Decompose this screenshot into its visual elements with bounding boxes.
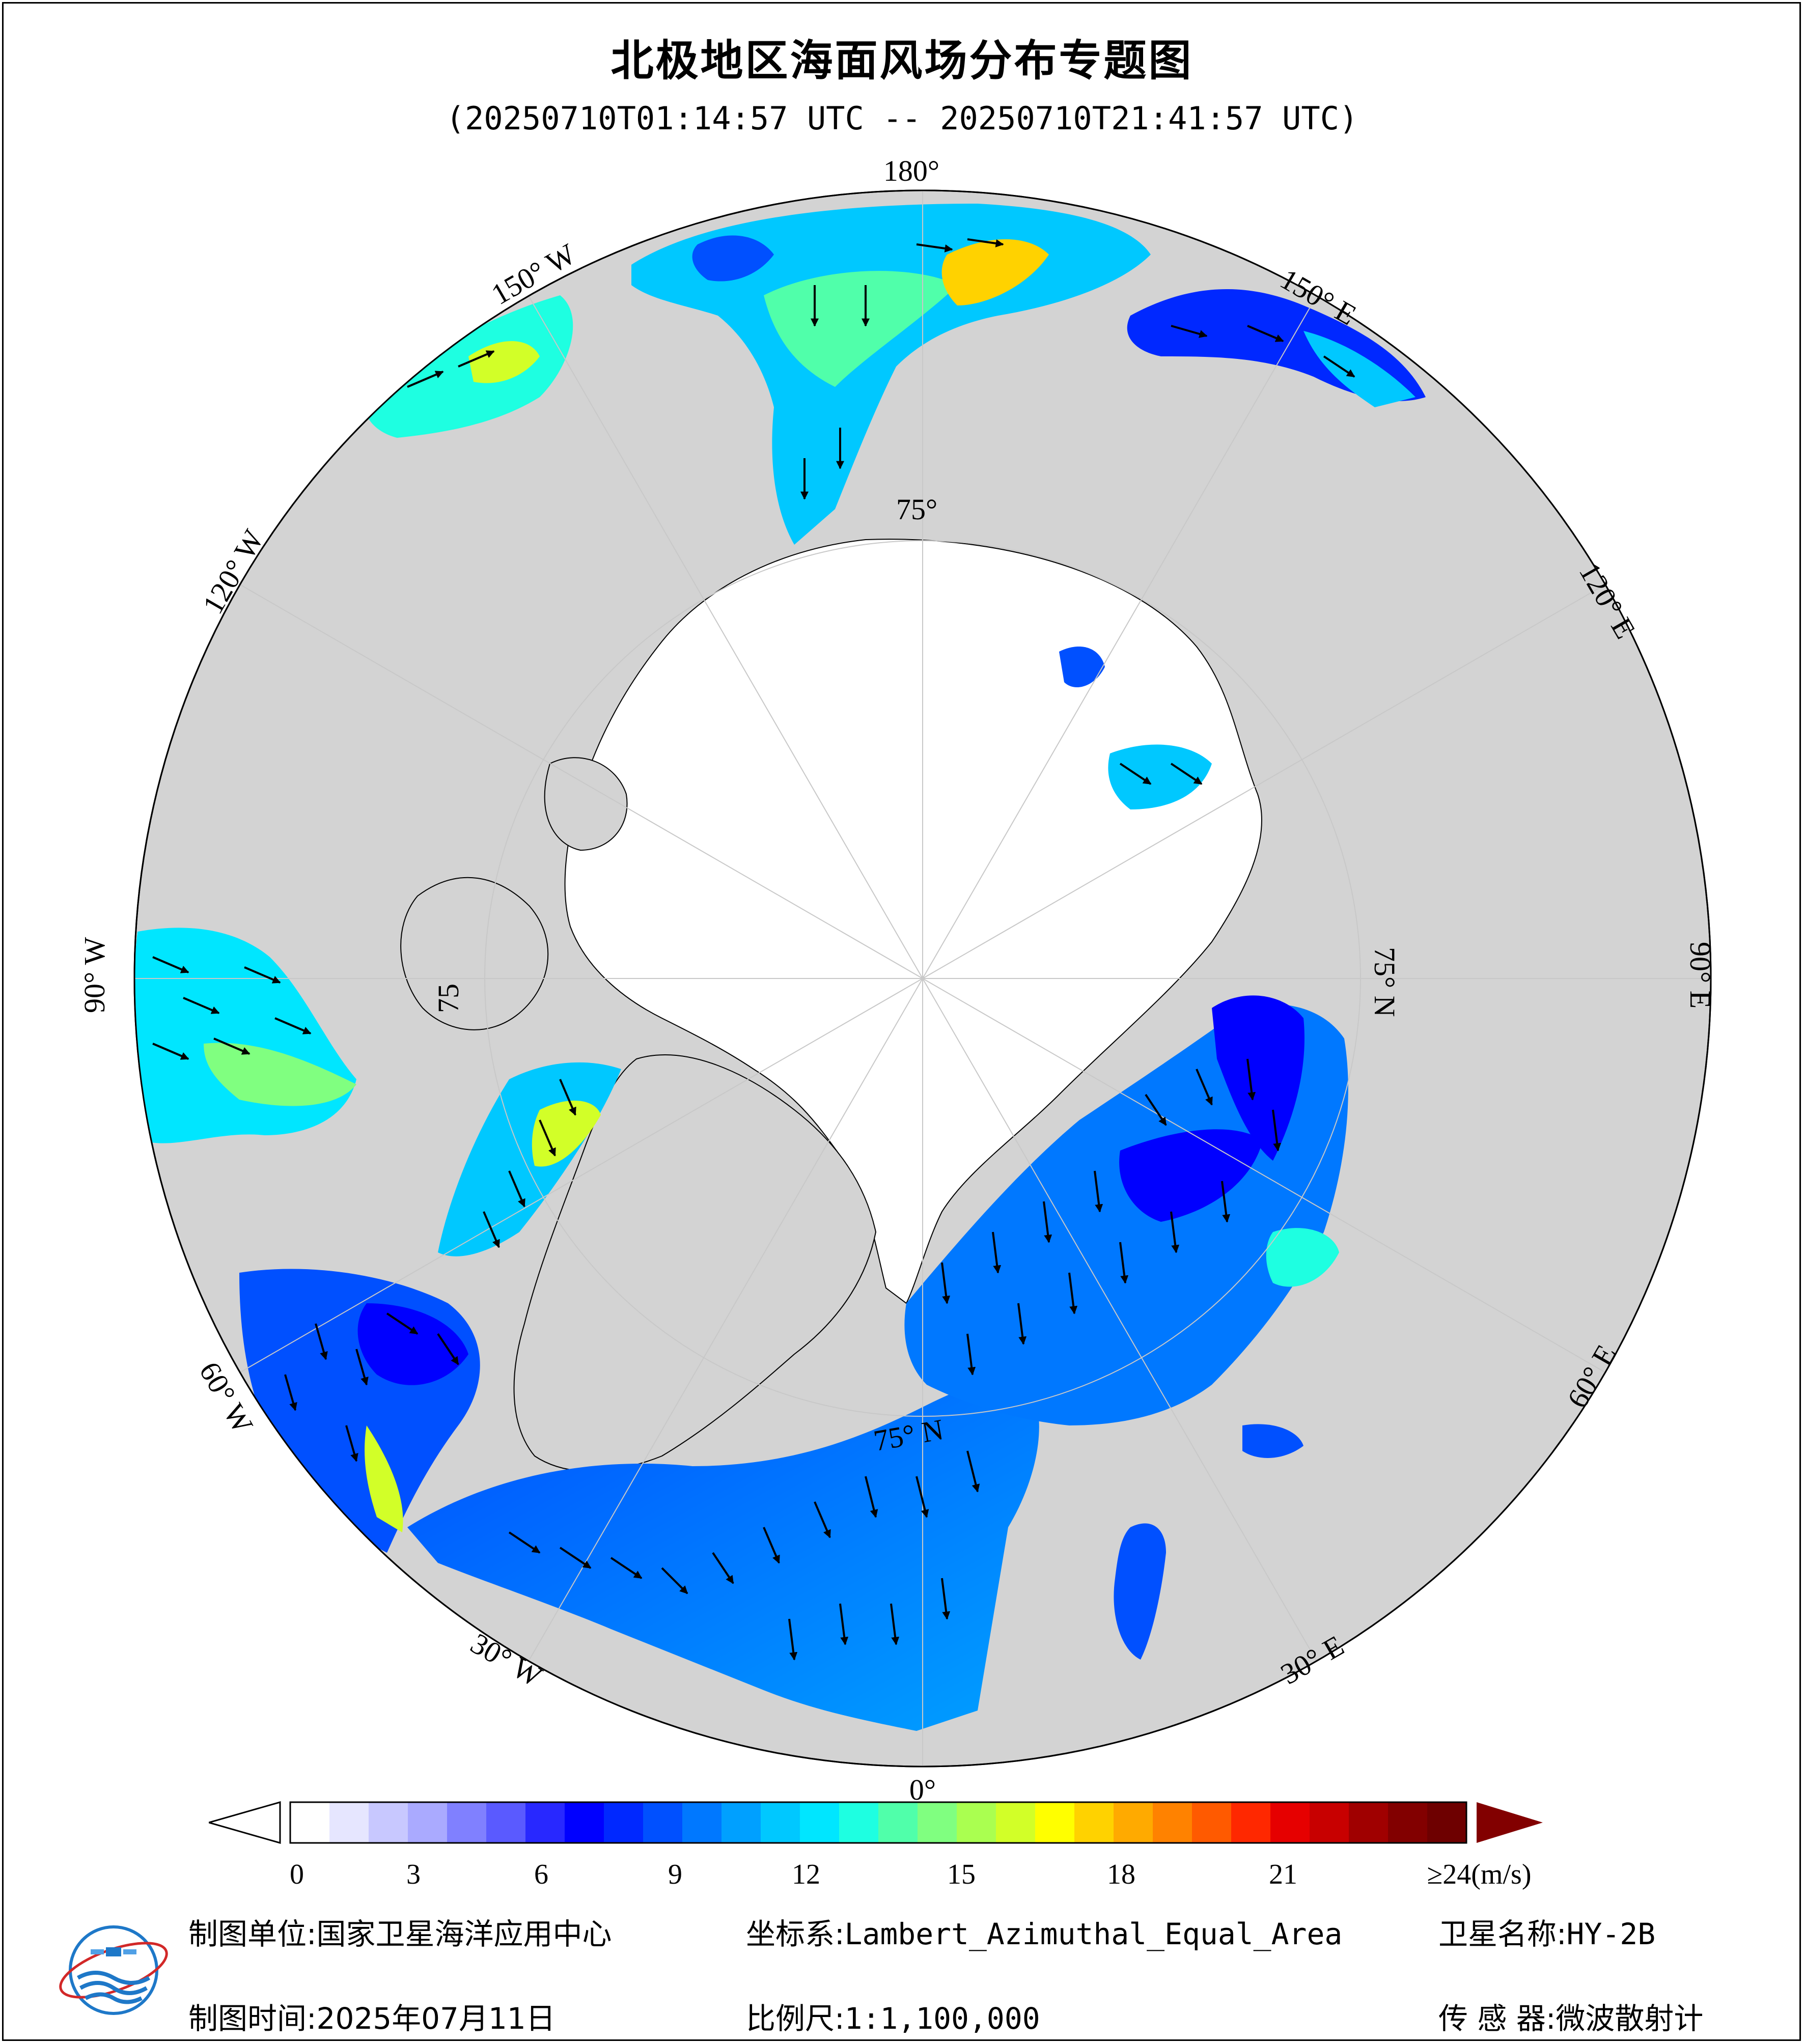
crs-label: 坐标系: — [746, 1917, 845, 1951]
colorbar-segment — [290, 1802, 330, 1843]
colorbar-tick-3: 3 — [406, 1859, 421, 1890]
colorbar-segment — [408, 1802, 448, 1843]
colorbar-tick-6: 6 — [534, 1859, 548, 1890]
colorbar-segment — [1153, 1802, 1192, 1843]
nsoas-logo-icon — [55, 1912, 172, 2029]
colorbar-segment — [682, 1802, 722, 1843]
sensor-label: 传 感 器: — [1438, 2001, 1556, 2036]
colorbar-segment — [957, 1802, 996, 1843]
colorbar-segment — [1427, 1802, 1467, 1843]
polar-map: 180° 0° 150° W 150° E 120° W 120° E 90° … — [78, 154, 1717, 1806]
colorbar-segment — [1074, 1802, 1114, 1843]
colorbar-tick-18: 18 — [1107, 1859, 1135, 1890]
canadian-archipelago-land — [400, 757, 628, 1030]
scale-value: 1:1,100,000 — [844, 2001, 1040, 2036]
colorbar-segment — [1388, 1802, 1428, 1843]
date-info: 制图时间:2025年07月11日 — [188, 1995, 556, 2037]
wind-vectors — [152, 238, 1355, 1661]
colorbar-segments — [290, 1802, 1467, 1843]
colorbar-segment — [996, 1802, 1036, 1843]
wind-speed-field — [134, 204, 1426, 1731]
lon-label-180: 180° — [883, 154, 939, 187]
unit-info: 制图单位:国家卫星海洋应用中心 — [188, 1910, 612, 1953]
colorbar-tick-15: 15 — [947, 1859, 976, 1890]
satellite-info: 卫星名称:HY-2B — [1438, 1910, 1655, 1953]
colorbar-segment — [721, 1802, 761, 1843]
greenland-land — [513, 1054, 877, 1472]
colorbar-segment — [1349, 1802, 1389, 1843]
satellite-label: 卫星名称: — [1438, 1917, 1567, 1951]
colorbar-segment — [643, 1802, 683, 1843]
colorbar-segment — [525, 1802, 565, 1843]
colorbar-segment — [1310, 1802, 1349, 1843]
colorbar-segment — [329, 1802, 369, 1843]
colorbar — [206, 1800, 1543, 1845]
colorbar-segment — [918, 1802, 957, 1843]
crs-value: Lambert_Azimuthal_Equal_Area — [844, 1917, 1343, 1951]
colorbar-segment — [1231, 1802, 1271, 1843]
scale-info: 比例尺:1:1,100,000 — [746, 1995, 1040, 2037]
colorbar-segment — [878, 1802, 918, 1843]
colorbar-segment — [447, 1802, 487, 1843]
colorbar-segment — [1192, 1802, 1232, 1843]
colorbar-segment — [1035, 1802, 1075, 1843]
sensor-info: 传 感 器:微波散射计 — [1438, 1995, 1703, 2037]
colorbar-tick-9: 9 — [668, 1859, 682, 1890]
lon-label-0: 0° — [909, 1773, 936, 1806]
colorbar-segment — [604, 1802, 644, 1843]
colorbar-segment — [800, 1802, 840, 1843]
graticule — [134, 190, 1711, 1767]
colorbar-tick-0: 0 — [290, 1859, 304, 1890]
colorbar-segment — [369, 1802, 408, 1843]
satellite-value: HY-2B — [1566, 1917, 1656, 1951]
colorbar-segment — [486, 1802, 526, 1843]
date-value: 2025年07月11日 — [316, 2001, 556, 2036]
colorbar-segment — [565, 1802, 604, 1843]
colorbar-segment — [761, 1802, 800, 1843]
lon-label-90e: 90° E — [1684, 942, 1717, 1009]
colorbar-max-label: ≥24(m/s) — [1427, 1859, 1532, 1890]
lat-label-left: 75 — [432, 984, 465, 1013]
sensor-value: 微波散射计 — [1556, 2001, 1704, 2036]
lat-label-right: 75° N — [1368, 947, 1401, 1017]
scale-label: 比例尺: — [746, 2001, 845, 2036]
colorbar-tick-12: 12 — [792, 1859, 820, 1890]
colorbar-segment — [1270, 1802, 1310, 1843]
map-title: 北极地区海面风场分布专题图 — [610, 36, 1194, 86]
date-label: 制图时间: — [188, 2001, 317, 2036]
colorbar-over-arrow — [1477, 1802, 1543, 1843]
lat-label-top: 75° — [896, 493, 937, 526]
colorbar-segment — [839, 1802, 879, 1843]
unit-value: 国家卫星海洋应用中心 — [316, 1917, 612, 1951]
colorbar-under-arrow — [206, 1801, 281, 1844]
crs-info: 坐标系:Lambert_Azimuthal_Equal_Area — [746, 1910, 1342, 1953]
unit-label: 制图单位: — [188, 1917, 317, 1951]
colorbar-segment — [1114, 1802, 1153, 1843]
colorbar-tick-21: 21 — [1269, 1859, 1297, 1890]
time-range-subtitle: (20250710T01:14:57 UTC -- 20250710T21:41… — [446, 100, 1358, 137]
lon-label-90w: 90° W — [78, 937, 111, 1013]
